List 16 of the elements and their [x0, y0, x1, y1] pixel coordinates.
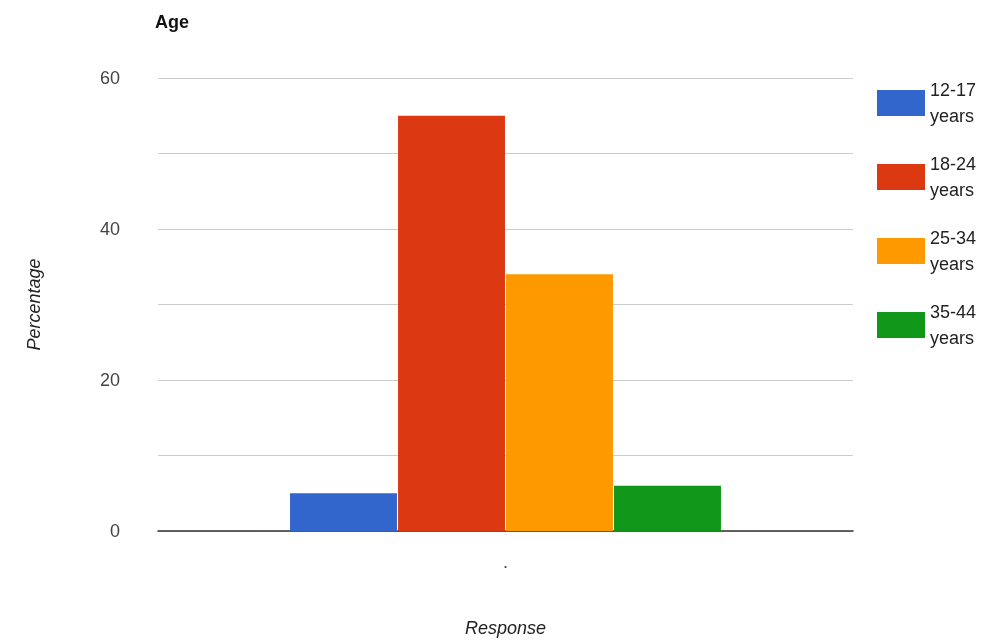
legend-label: 35-44 years — [930, 302, 982, 348]
legend-label: 25-34 years — [930, 228, 982, 274]
x-axis-title: Response — [464, 618, 547, 638]
chart-title: Age — [155, 12, 190, 32]
bar — [506, 274, 613, 531]
bar — [398, 115, 505, 531]
y-tick-label: 40 — [99, 219, 120, 239]
x-tick-label: . — [502, 552, 509, 572]
y-tick-label: 20 — [99, 370, 120, 390]
y-tick-label: 0 — [109, 521, 120, 541]
bar — [290, 493, 397, 531]
legend-label: 18-24 years — [930, 154, 982, 200]
y-axis-title: Percentage — [24, 258, 44, 351]
bar — [614, 485, 721, 531]
y-tick-label: 60 — [99, 68, 120, 88]
legend-label: 12-17 years — [930, 80, 982, 126]
